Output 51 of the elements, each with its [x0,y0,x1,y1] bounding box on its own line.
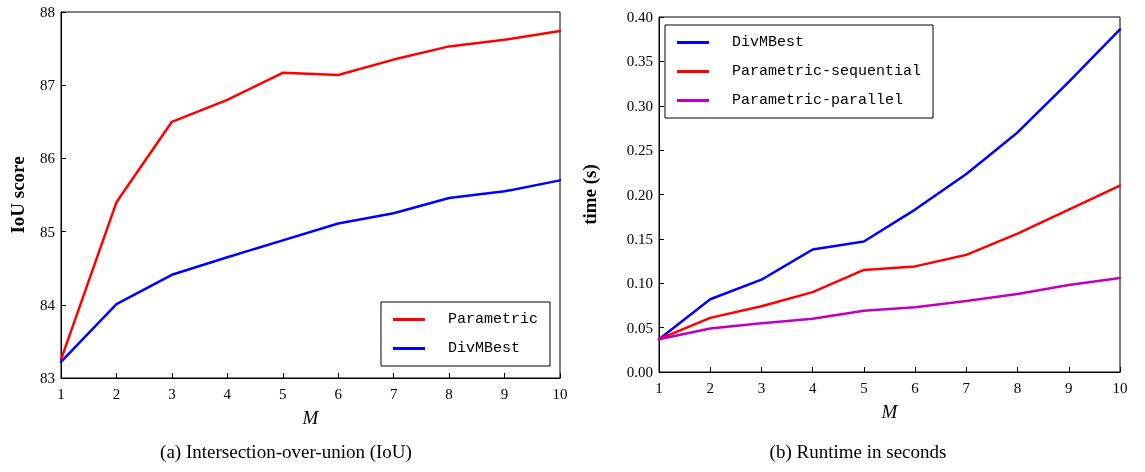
x-tick-label: 7 [962,379,971,396]
y-tick-label: 87 [40,77,56,94]
legend-label: Parametric [447,311,538,328]
x-tick-label: 1 [655,379,663,396]
y-axis-title: time (s) [579,164,601,225]
y-tick-label: 0.15 [626,230,653,247]
x-tick-label: 3 [757,379,766,396]
line-series [59,29,562,361]
x-tick-label: 1 [57,385,65,402]
y-tick-label: 0.35 [626,53,653,70]
y-tick-label: 0.00 [626,364,653,380]
x-tick-label: 7 [389,385,398,402]
y-tick-label: 0.05 [626,319,653,336]
x-tick-label: 4 [808,379,817,396]
y-tick-label: 0.40 [626,9,653,25]
y-tick-label: 0.25 [626,142,653,159]
x-tick-label: 10 [1112,379,1128,396]
legend-label: Parametric-sequential [732,63,922,80]
x-tick-label: 8 [1013,379,1022,396]
y-tick-label: 0.10 [626,275,653,292]
y-tick-label: 86 [40,150,56,167]
y-axis-title: IoU score [7,156,28,234]
legend-label: Parametric-parallel [732,92,904,109]
x-tick-label: 5 [279,385,287,402]
x-axis-title: M [880,401,899,422]
x-tick-label: 6 [911,379,920,396]
y-tick-label: 88 [40,4,55,20]
x-tick-label: 9 [500,385,509,402]
y-tick-label: 85 [40,223,55,240]
text: (b) Runtime in seconds [769,441,947,463]
line-series [657,276,1122,341]
x-tick-label: 2 [706,379,714,396]
text: (a) Intersection-over-union (IoU) [160,441,412,463]
x-tick-label: 6 [334,385,343,402]
x-tick-label: 9 [1065,379,1073,396]
line-series [657,28,1122,341]
legend-label: DivMBest [732,34,805,51]
y-tick-label: 0.20 [626,186,653,203]
x-axis-title: M [301,407,320,428]
x-tick-label: 8 [445,385,453,402]
x-tick-label: 2 [112,385,121,402]
x-tick-label: 10 [552,385,568,402]
line-series [59,179,562,364]
y-tick-label: 84 [40,296,56,313]
x-tick-label: 5 [860,379,868,396]
x-tick-label: 4 [223,385,232,402]
y-tick-label: 83 [40,370,55,386]
y-tick-label: 0.30 [626,97,653,114]
line-series [657,184,1122,341]
legend-label: DivMBest [447,340,520,357]
x-tick-label: 3 [168,385,176,402]
